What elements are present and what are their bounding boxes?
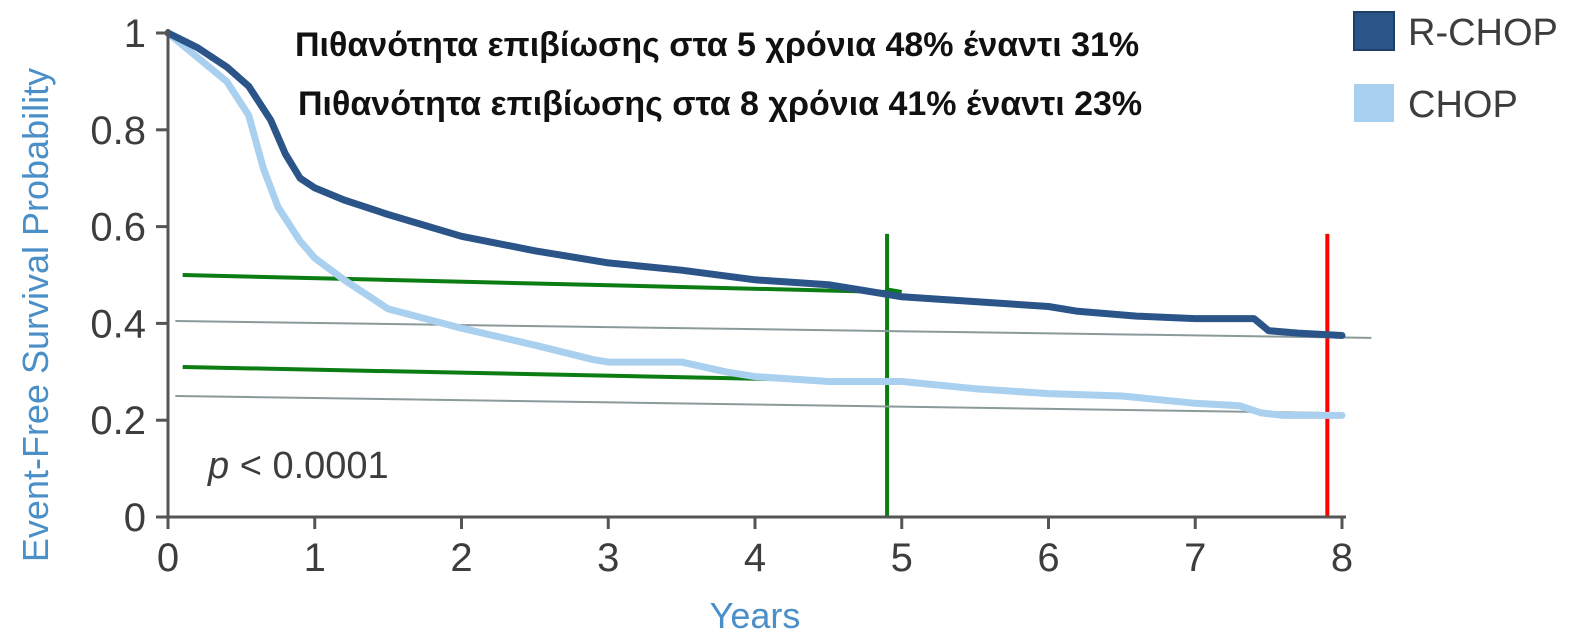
legend-swatch-r-chop xyxy=(1353,11,1395,51)
series-line-r-chop xyxy=(164,29,1346,339)
x-tick-label: 7 xyxy=(1184,536,1206,580)
p-value-symbol: p xyxy=(207,445,229,487)
p-value-text: < 0.0001 xyxy=(229,445,389,487)
y-tick-label: 0.2 xyxy=(90,399,146,443)
x-tick-label: 6 xyxy=(1037,536,1059,580)
annotation-5yr: Πιθανότητα επιβίωσης στα 5 χρόνια 48% έν… xyxy=(295,26,1139,64)
x-tick-label: 1 xyxy=(304,536,326,580)
x-tick-label: 4 xyxy=(744,536,766,580)
p-value-label: p < 0.0001 xyxy=(207,445,389,487)
reference-line xyxy=(175,395,1328,414)
legend-label-r-chop: R-CHOP xyxy=(1408,12,1558,54)
legend-swatch-chop xyxy=(1354,84,1394,122)
reference-line xyxy=(175,319,1372,339)
x-tick-label: 2 xyxy=(450,536,472,580)
y-axis-title: Event-Free Survival Probability xyxy=(15,68,56,562)
survival-marker-line xyxy=(182,273,888,294)
x-tick-label: 5 xyxy=(891,536,913,580)
y-tick-label: 0.6 xyxy=(90,206,146,250)
x-tick-label: 3 xyxy=(597,536,619,580)
x-tick-label: 0 xyxy=(157,536,179,580)
y-tick-label: 1 xyxy=(124,12,146,56)
x-tick-label: 8 xyxy=(1331,536,1353,580)
y-ticks: 0 0.2 0.4 0.6 0.8 1 xyxy=(90,12,168,540)
x-axis-title: Years xyxy=(710,595,801,636)
y-tick-label: 0.8 xyxy=(90,109,146,153)
series-line-chop xyxy=(164,29,1346,419)
x-ticks: 0 1 2 3 4 5 6 7 8 xyxy=(157,517,1353,580)
legend: R-CHOP CHOP xyxy=(1353,11,1558,126)
plot-area xyxy=(164,29,1372,517)
legend-label-chop: CHOP xyxy=(1408,84,1518,126)
y-tick-label: 0 xyxy=(124,496,146,540)
annotation-8yr: Πιθανότητα επιβίωσης στα 8 χρόνια 41% έν… xyxy=(298,85,1142,123)
y-tick-label: 0.4 xyxy=(90,302,146,346)
survival-marker-line xyxy=(886,287,903,294)
